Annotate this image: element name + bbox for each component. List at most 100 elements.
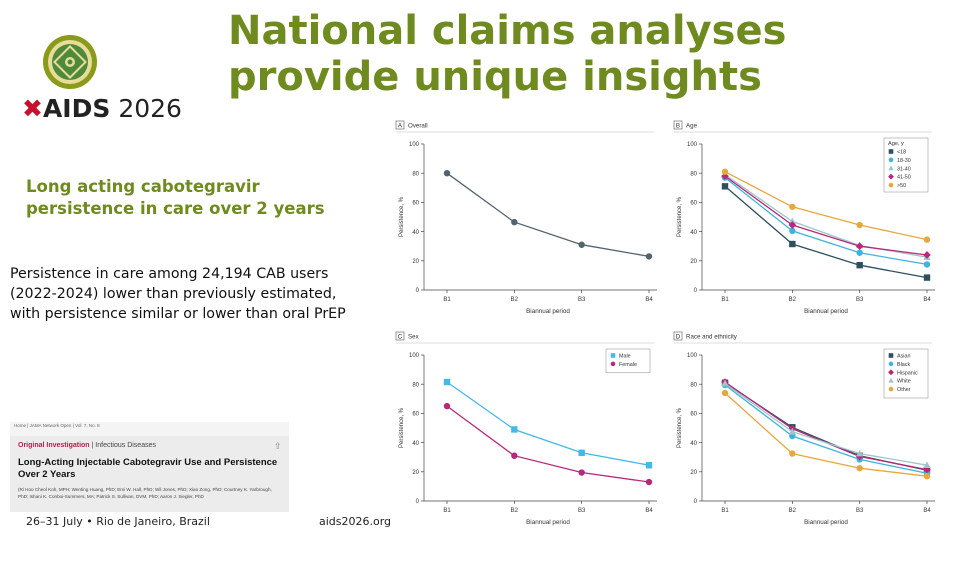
y-tick-label: 0 [416,288,420,294]
y-tick-label: 80 [412,171,419,177]
x-tick-label: B3 [578,508,586,514]
finding-line2: (2022-2024) lower than previously estima… [10,286,337,302]
data-point [721,168,729,175]
panel-letter: A [398,123,403,130]
red-ribbon-icon: ✖ [22,94,43,123]
y-tick-label: 40 [690,441,697,447]
conference-emblem-icon [42,34,98,90]
x-tick-label: B1 [721,508,729,514]
data-point [645,478,653,486]
data-point [721,183,729,190]
x-tick-label: B4 [645,508,653,514]
y-tick-label: 80 [690,171,697,177]
y-tick-label: 100 [409,142,420,148]
data-point [789,240,796,248]
data-point [856,261,863,269]
x-tick-label: B2 [511,508,519,514]
paper-header-band [10,436,289,512]
logo-word: AIDS [42,94,111,123]
series-line-other [724,392,928,477]
legend-label: Male [619,354,631,360]
data-point [923,251,931,259]
y-tick-label: 0 [694,499,698,505]
series-line--50 [724,171,928,241]
section-subtitle: Long acting cabotegravir persistence in … [26,176,386,220]
panel-title: Sex [408,334,420,341]
y-tick-label: 0 [694,288,698,294]
data-point [788,217,796,225]
footer-dates-location: 26–31 July • Rio de Janeiro, Brazil [26,515,210,528]
share-icon: ⇧ [274,441,282,451]
y-tick-label: 40 [690,230,697,236]
paper-title: Long-Acting Injectable Cabotegravir Use … [18,457,278,480]
legend-label: 18-30 [897,158,911,164]
series-line-overall [446,172,650,258]
panel-letter: C [398,334,403,341]
legend-label: 31-40 [897,166,911,172]
x-axis-label: Biannual period [804,308,848,315]
y-tick-label: 80 [412,382,419,388]
x-tick-label: B4 [923,297,931,303]
y-axis-label: Persistence, % [677,407,683,448]
data-point [923,261,931,268]
subtitle-line1: Long acting cabotegravir [26,177,260,196]
data-point [856,449,864,457]
legend-marker [888,173,894,180]
data-point [855,242,864,250]
data-point [721,379,729,387]
series-line-31-40 [724,174,928,258]
y-tick-label: 20 [412,470,419,476]
logo-year: 2026 [118,94,182,123]
x-axis-label: Biannual period [526,519,570,526]
panel-letter: B [676,123,680,130]
x-tick-label: B2 [511,297,519,303]
chart-panel-d: D Race and ethnicity 0 20 40 60 80 100 Persisten… [673,331,935,526]
paper-citation-snapshot: Home | JAMA Network Open | Vol. 7, No. 8… [10,422,289,512]
x-tick-label: B3 [856,297,864,303]
paper-category: Original Investigation | Infectious Dise… [18,442,156,449]
x-tick-label: B4 [645,297,653,303]
chart-panel-c: C Sex 0 20 40 60 80 100 Persistence, % B1 B2 B3 B4 Bi… [395,331,657,526]
data-point [789,203,796,210]
data-point [788,427,796,435]
legend-marker [888,182,894,188]
panel-title: Race and ethnicity [686,334,738,341]
y-tick-label: 60 [412,412,419,418]
y-tick-label: 40 [412,230,419,236]
legend: Male Female [605,348,651,374]
series-line-white [724,382,928,466]
data-point [856,221,863,229]
series-line-female [446,405,650,483]
data-point [923,472,931,480]
legend-label: 41-50 [897,175,911,181]
aids-logo: ✖AIDS 2026 [22,94,182,123]
legend-label: Black [897,362,910,368]
x-axis-label: Biannual period [526,308,570,315]
series-line-black [724,384,928,474]
series-line-male [446,381,650,466]
panel-letter-box [673,120,683,130]
data-point [923,461,931,469]
panel-title: Age [686,123,698,130]
data-point [856,249,863,256]
journal-header: Home | JAMA Network Open | Vol. 7, No. 8 [14,423,100,428]
legend-marker [888,157,894,163]
y-tick-label: 0 [416,499,420,505]
y-tick-label: 60 [690,412,697,418]
subtitle-line2: persistence in care over 2 years [26,199,325,218]
data-point [788,221,797,229]
y-axis-label: Persistence, % [399,407,405,448]
slide-title-line1: National claims analyses [228,8,787,54]
data-point [789,227,796,235]
legend-marker [888,369,894,376]
legend-title: Age, y [888,141,904,147]
panel-letter-box [395,120,405,130]
data-point [443,378,451,386]
x-tick-label: B2 [789,508,797,514]
legend-marker [888,165,894,171]
chart-panel-b: B Age 0 20 40 60 80 100 Persistence, % B1 B2 B3 B4 Bi… [673,120,935,315]
x-tick-label: B2 [789,297,797,303]
y-tick-label: 20 [690,470,697,476]
legend-marker [888,386,894,392]
